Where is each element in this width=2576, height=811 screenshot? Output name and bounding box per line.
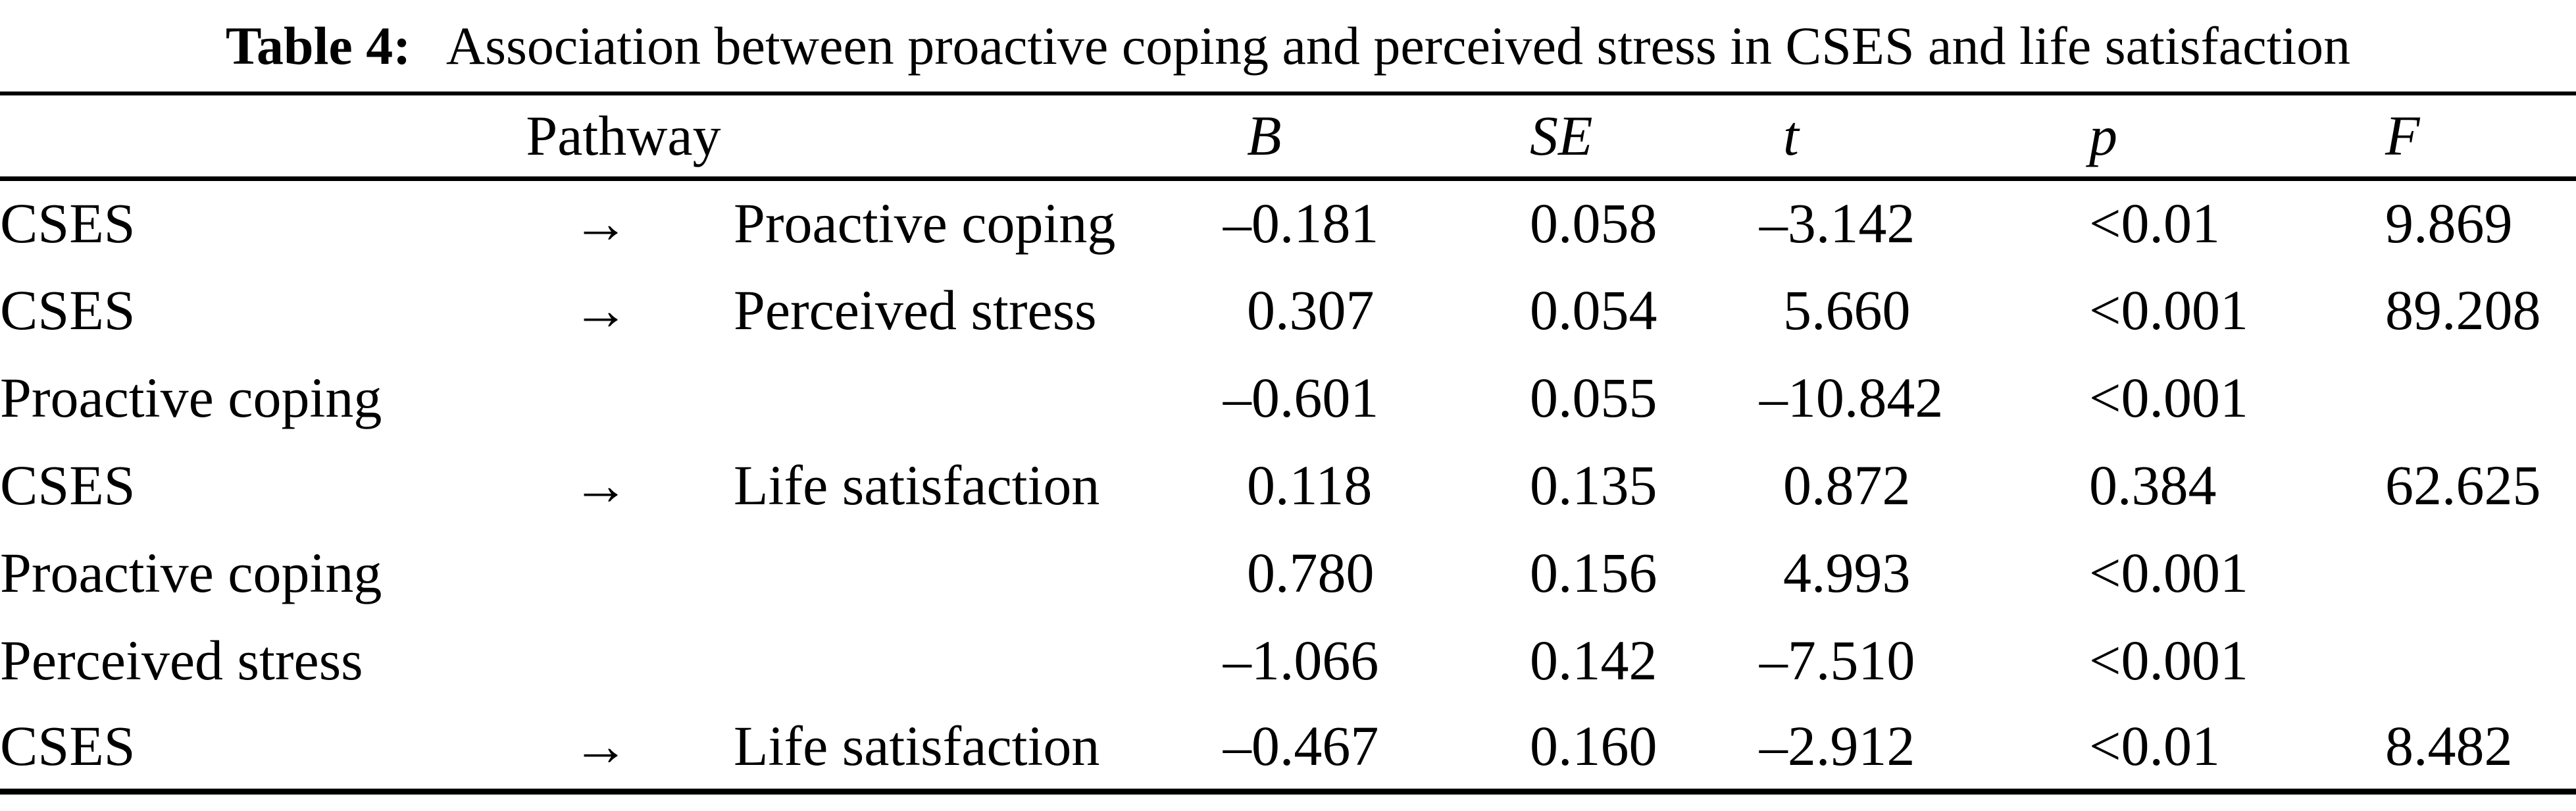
table-number-label: Table 4: <box>225 16 411 76</box>
association-table: Pathway B SE t p F CSES → Proactive copi… <box>0 92 2576 795</box>
table-row: CSES → Proactive coping –0.181 0.058 –3.… <box>0 178 2576 266</box>
header-t: t <box>1783 93 2090 181</box>
cell-b: 0.118 <box>1247 453 1373 517</box>
cell-source: CSES <box>0 278 136 342</box>
cell-f <box>2385 529 2576 616</box>
right-arrow-icon: → <box>572 278 629 342</box>
table-row: CSES → Perceived stress 0.307 0.054 5.66… <box>0 266 2576 353</box>
cell-f: 9.869 <box>2385 192 2513 255</box>
cell-f: 62.625 <box>2385 453 2541 517</box>
cell-se: 0.135 <box>1530 453 1657 517</box>
cell-f: 89.208 <box>2385 278 2541 342</box>
cell-outcome: Life satisfaction <box>734 453 1100 517</box>
right-arrow-icon: → <box>572 714 629 778</box>
cell-arrow-empty <box>572 616 734 704</box>
cell-source: CSES <box>0 453 136 517</box>
cell-b: –0.601 <box>1223 365 1379 429</box>
cell-t: 4.993 <box>1783 540 1911 604</box>
header-f: F <box>2385 93 2576 181</box>
cell-f <box>2385 353 2576 441</box>
cell-f <box>2385 616 2576 704</box>
cell-b: 0.780 <box>1247 540 1375 604</box>
cell-source: CSES <box>0 714 136 778</box>
header-pathway: Pathway <box>0 93 1248 181</box>
cell-outcome <box>734 616 1247 704</box>
header-b: B <box>1247 93 1530 181</box>
cell-t: –3.142 <box>1759 192 1915 255</box>
table-row: CSES → Life satisfaction 0.118 0.135 0.8… <box>0 441 2576 529</box>
cell-arrow-empty <box>572 529 734 616</box>
cell-t: 5.660 <box>1783 278 1911 342</box>
header-se: SE <box>1530 93 1784 181</box>
table-row: CSES → Life satisfaction –0.467 0.160 –2… <box>0 704 2576 791</box>
cell-f: 8.482 <box>2385 714 2513 778</box>
cell-p: <0.01 <box>2089 192 2221 255</box>
cell-t: –7.510 <box>1759 628 1915 692</box>
cell-source: Perceived stress <box>0 628 363 692</box>
cell-outcome <box>734 529 1247 616</box>
cell-p: <0.001 <box>2089 278 2249 342</box>
cell-outcome <box>734 353 1247 441</box>
table-row: Proactive coping –0.601 0.055 –10.842 <0… <box>0 353 2576 441</box>
cell-se: 0.160 <box>1530 714 1657 778</box>
cell-se: 0.156 <box>1530 540 1657 604</box>
cell-p: <0.001 <box>2089 365 2249 429</box>
cell-arrow-empty <box>572 353 734 441</box>
right-arrow-icon: → <box>572 192 629 255</box>
cell-se: 0.142 <box>1530 628 1657 692</box>
cell-source: Proactive coping <box>0 540 382 604</box>
cell-p: 0.384 <box>2089 453 2217 517</box>
header-p: p <box>2089 93 2386 181</box>
cell-outcome: Perceived stress <box>734 278 1097 342</box>
cell-t: 0.872 <box>1783 453 1911 517</box>
cell-b: –0.467 <box>1223 714 1379 778</box>
cell-outcome: Life satisfaction <box>734 714 1100 778</box>
cell-t: –10.842 <box>1759 365 1944 429</box>
cell-b: –0.181 <box>1223 192 1379 255</box>
table-title: Table 4: Association between proactive co… <box>0 0 2576 92</box>
cell-b: –1.066 <box>1223 628 1379 692</box>
cell-se: 0.055 <box>1530 365 1657 429</box>
table-row: Perceived stress –1.066 0.142 –7.510 <0.… <box>0 616 2576 704</box>
header-row: Pathway B SE t p F <box>0 93 2576 181</box>
cell-p: <0.001 <box>2089 540 2249 604</box>
cell-se: 0.058 <box>1530 192 1657 255</box>
table-caption: Association between proactive coping and… <box>445 16 2351 76</box>
cell-source: Proactive coping <box>0 365 382 429</box>
cell-p: <0.001 <box>2089 628 2249 692</box>
cell-se: 0.054 <box>1530 278 1657 342</box>
cell-b: 0.307 <box>1247 278 1375 342</box>
right-arrow-icon: → <box>572 453 629 517</box>
cell-p: <0.01 <box>2089 714 2221 778</box>
cell-source: CSES <box>0 192 136 255</box>
cell-outcome: Proactive coping <box>734 192 1116 255</box>
table-row: Proactive coping 0.780 0.156 4.993 <0.00… <box>0 529 2576 616</box>
cell-t: –2.912 <box>1759 714 1915 778</box>
